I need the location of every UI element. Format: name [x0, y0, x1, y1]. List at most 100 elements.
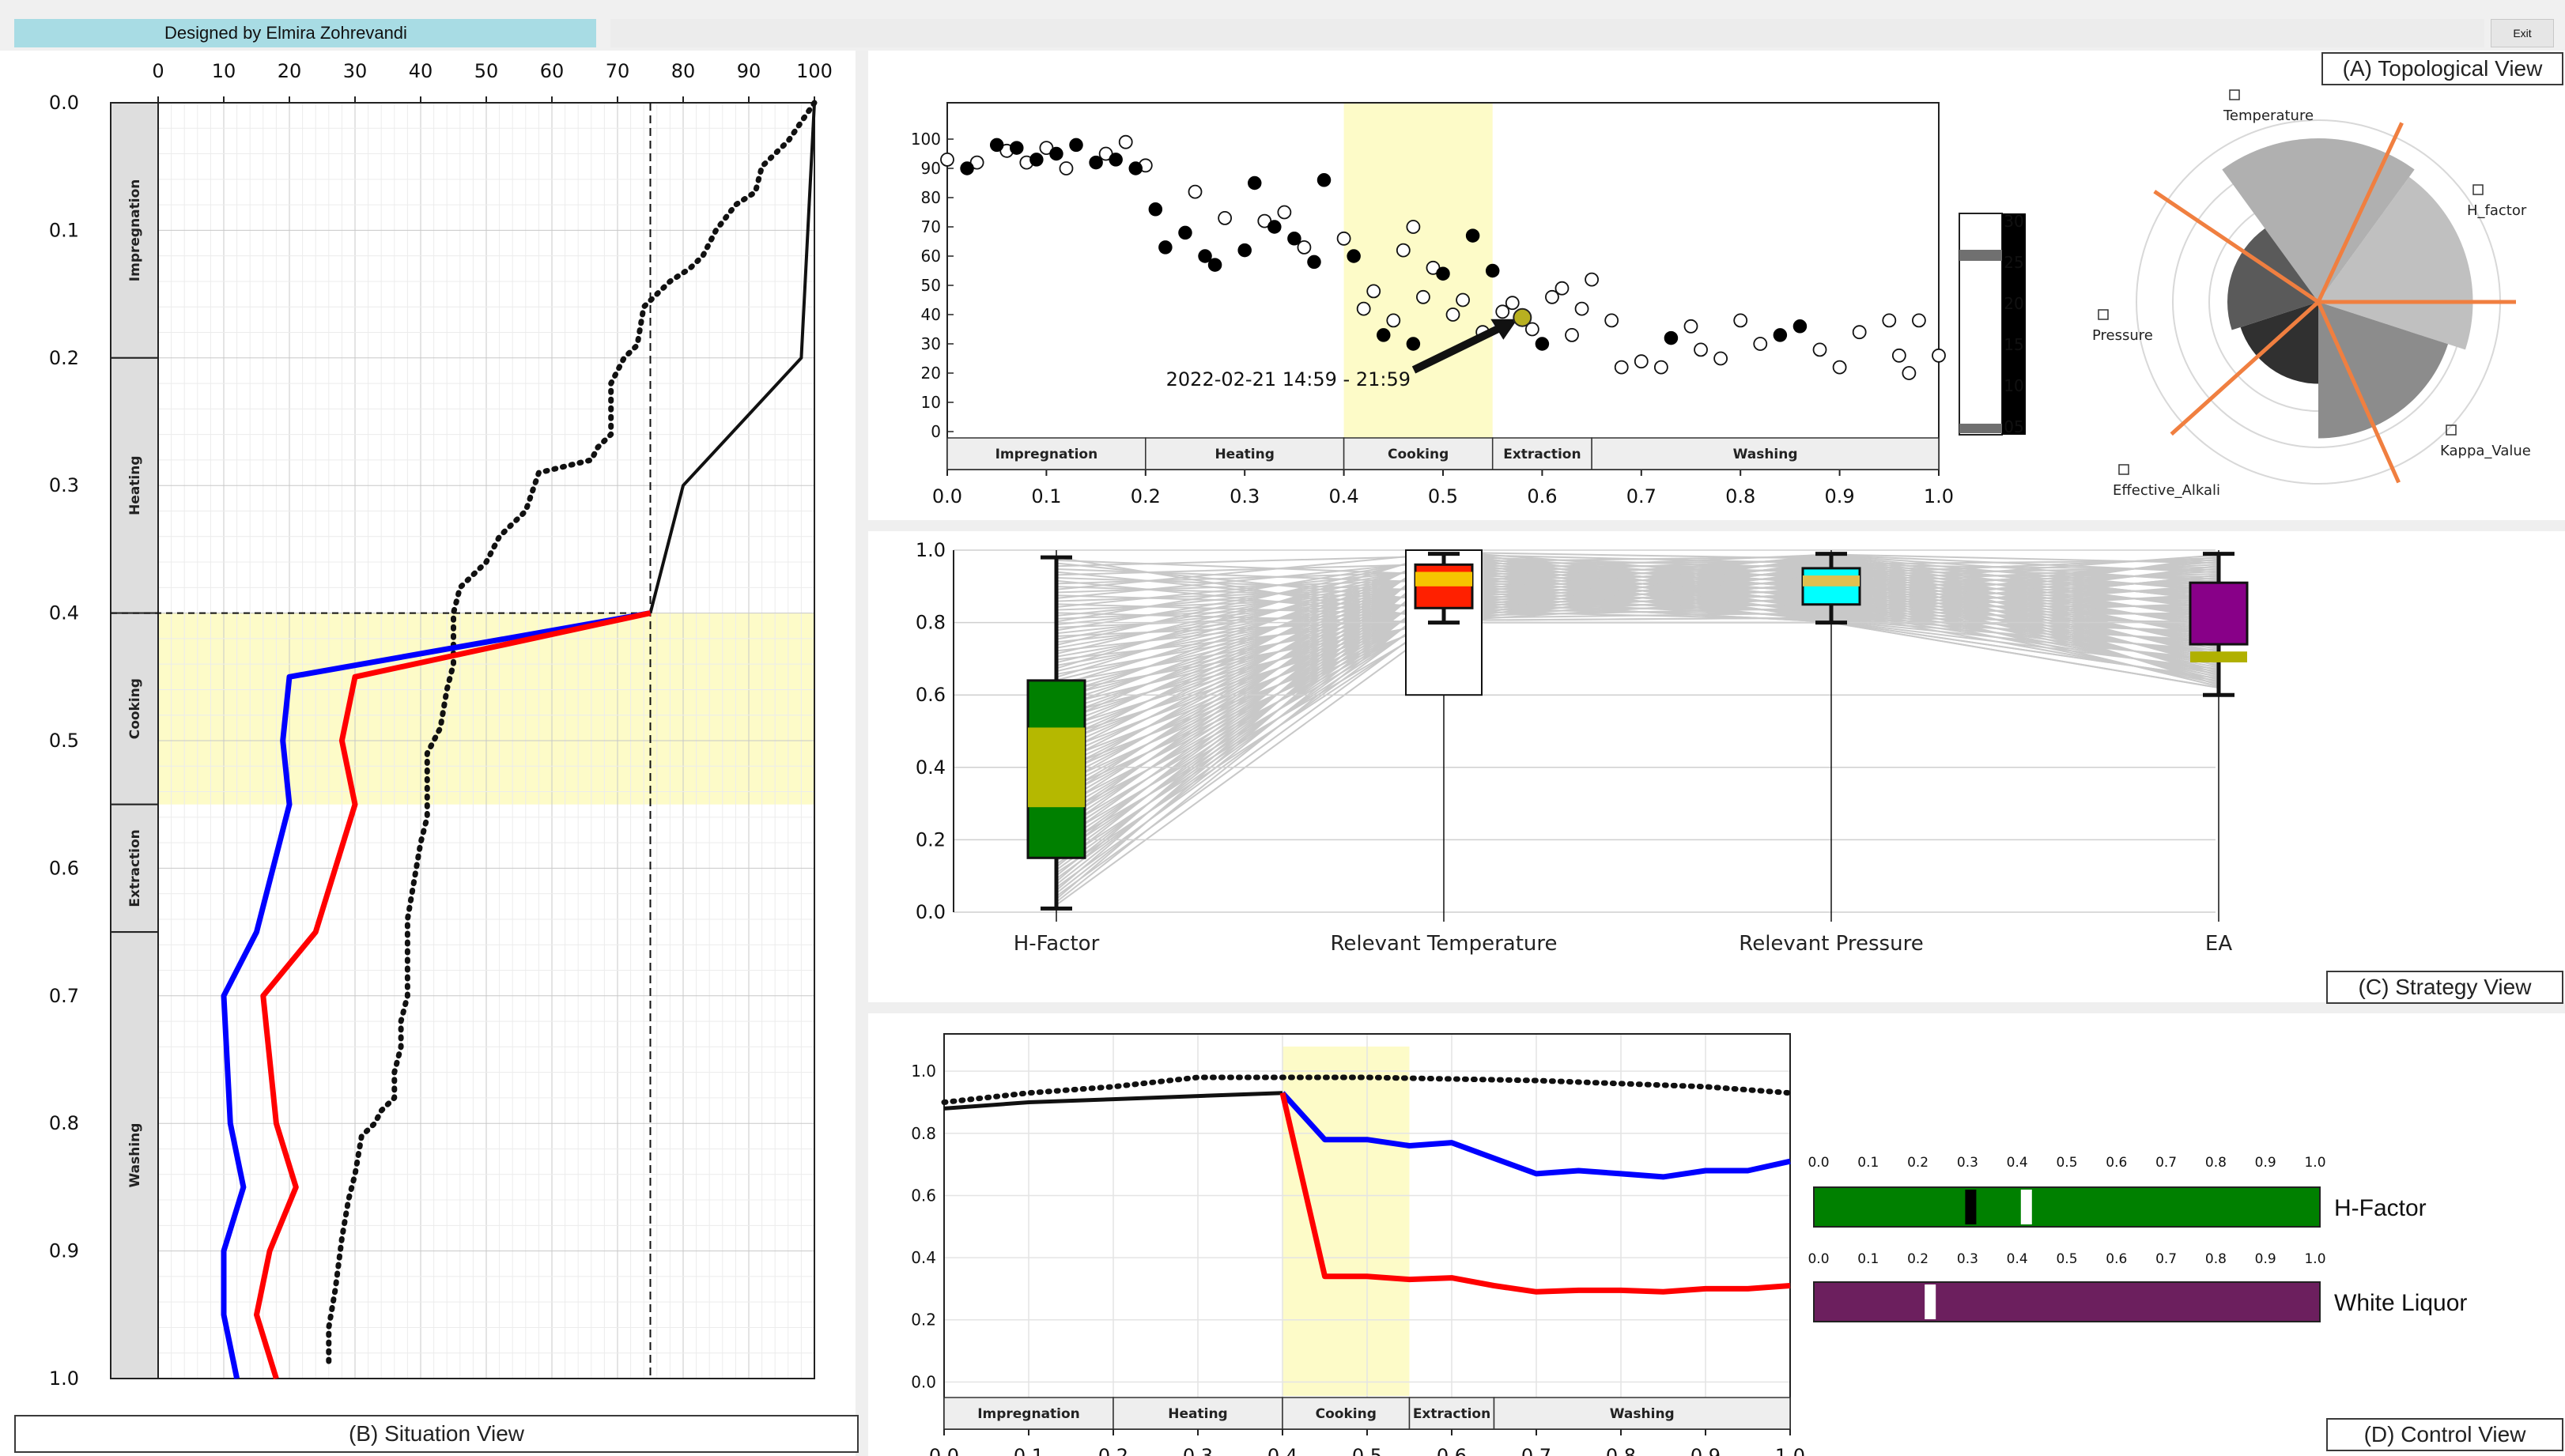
phase-segment: [1282, 1397, 1411, 1430]
data-point-open: [1277, 205, 1292, 220]
data-point-open: [1495, 304, 1510, 319]
x-tick-label: 0.1: [1031, 485, 1061, 507]
topological-view-label: (A) Topological View: [2321, 52, 2563, 85]
control-slider-handle[interactable]: [1925, 1284, 1936, 1319]
phase-label: Impregnation: [995, 447, 1098, 462]
data-point-filled: [1128, 161, 1143, 175]
y-tick-label: 0.0: [49, 92, 79, 114]
phase-segment: [1408, 1397, 1495, 1430]
data-point-open: [1832, 360, 1847, 375]
phase-label: Extraction: [1413, 1406, 1490, 1422]
time-range-annotation: 2022-02-21 14:59 - 21:59: [1166, 368, 1411, 390]
annotation-arrow: [1411, 323, 1504, 374]
x-tick-label: 10: [212, 60, 236, 82]
data-point-filled: [1158, 240, 1173, 255]
x-tick-label: 0.5: [1428, 485, 1458, 507]
data-point-open: [1445, 307, 1460, 322]
phase-segment: [110, 931, 159, 1379]
x-tick-label: 0.6: [1527, 485, 1557, 507]
parallel-coordinate-line: [1056, 556, 2219, 594]
data-point-open: [1456, 292, 1470, 307]
control-slider-handle[interactable]: [1965, 1190, 1977, 1224]
slider-tick-label: 0.4: [2007, 1155, 2028, 1171]
x-tick-label: 20: [278, 60, 302, 82]
phase-label: Extraction: [127, 829, 143, 907]
x-tick-label: 0.5: [1352, 1445, 1382, 1456]
control-slider-track[interactable]: [1813, 1281, 2321, 1322]
y-tick-label: 0.9: [49, 1240, 79, 1262]
exit-button[interactable]: Exit: [2491, 19, 2554, 47]
phase-label: Impregnation: [977, 1406, 1080, 1422]
data-point-filled: [1316, 173, 1332, 187]
control-slider-handle[interactable]: [2020, 1190, 2032, 1224]
parallel-coordinate-line: [1056, 556, 2219, 624]
series-reference-line: [648, 102, 816, 614]
box-body: [1801, 567, 1861, 606]
data-point-filled: [1198, 249, 1212, 263]
y-tick-label: 1.0: [911, 1062, 936, 1081]
y-tick-label: 0.6: [916, 684, 946, 706]
y-tick-label: 1.0: [49, 1367, 79, 1390]
radar-ray: [2170, 300, 2320, 436]
x-tick-label: 0.2: [1098, 1445, 1128, 1456]
series-blue-line: [221, 610, 652, 1379]
slider-tick-label: 0.2: [1907, 1251, 1928, 1267]
box-median-band: [1028, 727, 1085, 808]
data-point-open: [1188, 184, 1203, 199]
panel-divider-vertical: [856, 51, 868, 1456]
data-point-open: [1505, 296, 1520, 311]
x-tick-label: 0.7: [1521, 1445, 1551, 1456]
situation-view-chart: 0 10 20 30 40 50 60 70 80 90 100 0.0 0.1 0.2 0.3 0.4 0.5…: [49, 60, 833, 1390]
x-tick-label: 0.0: [932, 485, 962, 507]
x-tick-label: 0.4: [1267, 1445, 1298, 1456]
phase-label: Heating: [127, 455, 143, 515]
slider-scale: [2002, 213, 2026, 435]
phase-segment: [110, 102, 159, 359]
slider-tick-label: 0.9: [2255, 1251, 2276, 1267]
control-view-chart: 0.0 0.2 0.4 0.6 0.8 1.0 Impregnation Heating Coo…: [911, 1033, 2467, 1456]
series-average-line: [326, 100, 818, 1369]
phase-label: Washing: [127, 1123, 143, 1188]
slider-tick-label: 0.8: [2205, 1155, 2227, 1171]
selected-point: [1513, 307, 1532, 327]
y-tick-label: 0.4: [916, 756, 946, 779]
data-point-open: [1713, 351, 1728, 366]
y-tick-label: 0.0: [916, 901, 946, 923]
data-point-filled: [1247, 175, 1262, 190]
y-tick-label: 0.8: [916, 612, 946, 634]
data-point-open: [1545, 289, 1559, 304]
phase-label: Heating: [1168, 1406, 1227, 1422]
x-tick-label: 0: [152, 60, 164, 82]
parallel-coordinate-line: [1056, 571, 2219, 676]
panel-divider-top: [868, 520, 2565, 531]
slider-tick-label: 0.8: [2205, 1251, 2227, 1267]
y-tick-label: 0.6: [49, 857, 79, 879]
x-tick-label: 50: [474, 60, 499, 82]
y-tick-label: 10: [921, 393, 941, 412]
radar-axis-label: Pressure: [2092, 327, 2153, 344]
radar-axis-checkbox: [2472, 184, 2484, 195]
data-point-open: [1812, 342, 1827, 357]
designer-banner: Designed by Elmira Zohrevandi: [14, 19, 596, 47]
data-point-open: [1852, 325, 1867, 340]
control-view-label: (D) Control View: [2326, 1418, 2563, 1451]
box-median-band: [2190, 651, 2247, 662]
radar-wedge: [2222, 138, 2415, 302]
y-tick-label: 30: [921, 334, 941, 353]
x-tick-label: 0.2: [1131, 485, 1161, 507]
series-average-line: [941, 1074, 1793, 1105]
radar-axis-label: H_factor: [2467, 202, 2527, 219]
parallel-coordinate-line: [1056, 560, 2219, 611]
slider-tick-label: 1.0: [2304, 1155, 2325, 1171]
parallel-coordinate-line: [1056, 594, 2219, 654]
x-tick-label: 1.0: [1924, 485, 1954, 507]
y-tick-label: 0: [931, 422, 941, 441]
radar-axis-checkbox: [2229, 89, 2240, 100]
radar-axis-label: Temperature: [2223, 108, 2314, 124]
control-slider-track[interactable]: [1813, 1186, 2321, 1228]
top-strip: [610, 19, 2484, 47]
y-tick-label: 0.7: [49, 985, 79, 1007]
x-tick-label: 90: [737, 60, 761, 82]
phase-label: Impregnation: [127, 179, 143, 282]
data-point-open: [1336, 231, 1351, 246]
